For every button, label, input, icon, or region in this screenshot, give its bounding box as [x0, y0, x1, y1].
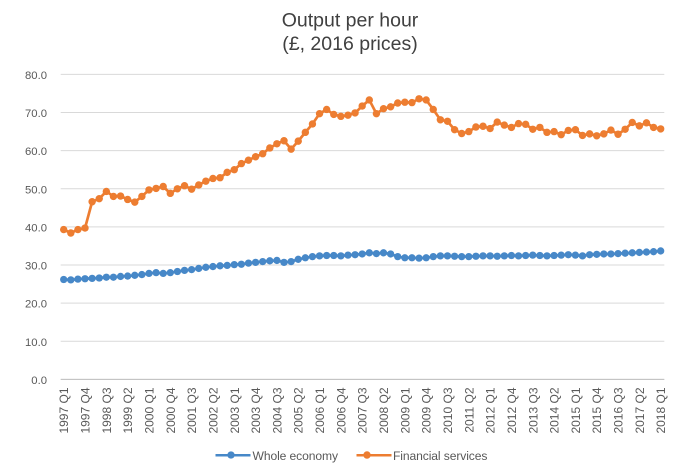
svg-text:2000 Q4: 2000 Q4: [164, 387, 178, 433]
svg-text:60.0: 60.0: [25, 146, 47, 158]
svg-text:2006 Q1: 2006 Q1: [313, 387, 327, 433]
svg-text:2015 Q4: 2015 Q4: [590, 387, 604, 433]
svg-text:1997 Q4: 1997 Q4: [79, 387, 93, 433]
svg-text:2014 Q2: 2014 Q2: [548, 387, 562, 433]
svg-text:2005 Q2: 2005 Q2: [292, 387, 306, 433]
svg-text:50.0: 50.0: [25, 184, 47, 196]
svg-text:2017 Q2: 2017 Q2: [633, 387, 647, 433]
svg-text:1999 Q2: 1999 Q2: [121, 387, 135, 433]
svg-text:2008 Q2: 2008 Q2: [377, 387, 391, 433]
svg-text:2006 Q4: 2006 Q4: [334, 387, 348, 433]
svg-text:30.0: 30.0: [25, 261, 47, 273]
svg-text:2001 Q3: 2001 Q3: [185, 387, 199, 433]
svg-text:2009 Q4: 2009 Q4: [420, 387, 434, 433]
svg-text:2013 Q3: 2013 Q3: [526, 387, 540, 433]
svg-text:Output per hour: Output per hour: [282, 10, 419, 32]
svg-text:2012 Q4: 2012 Q4: [505, 387, 519, 433]
svg-text:2011 Q2: 2011 Q2: [462, 387, 476, 432]
svg-text:10.0: 10.0: [25, 337, 47, 349]
svg-text:Whole economy: Whole economy: [253, 449, 339, 463]
svg-text:2004 Q3: 2004 Q3: [270, 387, 284, 433]
svg-text:Financial services: Financial services: [393, 449, 487, 463]
svg-text:2016 Q3: 2016 Q3: [612, 387, 626, 433]
svg-text:2002 Q2: 2002 Q2: [206, 387, 220, 433]
svg-text:1998 Q3: 1998 Q3: [100, 387, 114, 433]
svg-text:2007 Q3: 2007 Q3: [356, 387, 370, 433]
svg-text:2003 Q4: 2003 Q4: [249, 387, 263, 433]
svg-text:2012 Q1: 2012 Q1: [484, 387, 498, 433]
svg-text:2015 Q1: 2015 Q1: [569, 387, 583, 433]
svg-text:40.0: 40.0: [25, 222, 47, 234]
svg-text:1997 Q1: 1997 Q1: [57, 387, 71, 433]
svg-text:2000 Q1: 2000 Q1: [142, 387, 156, 433]
svg-text:2010 Q3: 2010 Q3: [441, 387, 455, 433]
svg-text:(£, 2016 prices): (£, 2016 prices): [282, 33, 417, 55]
svg-text:20.0: 20.0: [25, 299, 47, 311]
svg-text:2009 Q1: 2009 Q1: [398, 387, 412, 433]
svg-text:80.0: 80.0: [25, 70, 47, 82]
svg-text:2003 Q1: 2003 Q1: [228, 387, 242, 433]
svg-text:0.0: 0.0: [31, 375, 47, 387]
svg-text:70.0: 70.0: [25, 108, 47, 120]
svg-text:2018 Q1: 2018 Q1: [654, 387, 668, 433]
